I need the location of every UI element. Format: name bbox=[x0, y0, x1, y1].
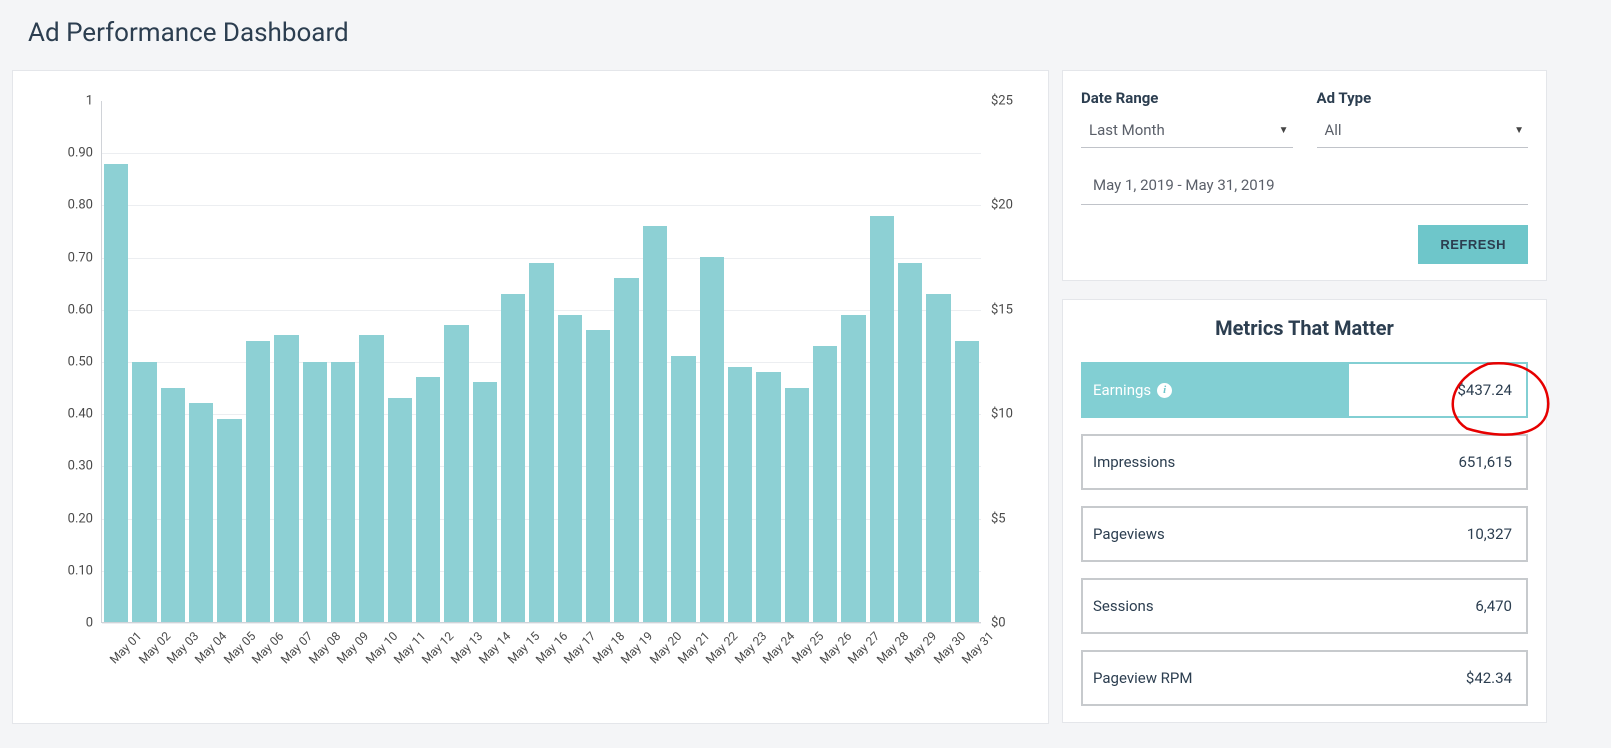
chart-bar[interactable] bbox=[841, 315, 865, 622]
chart-bar[interactable] bbox=[728, 367, 752, 622]
chart-bar[interactable] bbox=[558, 315, 582, 622]
metric-label: Sessions bbox=[1093, 597, 1154, 615]
chart-bar[interactable] bbox=[671, 356, 695, 622]
metric-value: 651,615 bbox=[1458, 453, 1512, 471]
chevron-down-icon: ▼ bbox=[1514, 125, 1524, 136]
info-icon[interactable]: i bbox=[1157, 383, 1172, 398]
y-left-tick: 0.60 bbox=[43, 302, 93, 317]
y-right-tick: $10 bbox=[991, 407, 1031, 422]
chart-x-axis: May 01May 02May 03May 04May 05May 06May … bbox=[101, 629, 981, 709]
chart-bar[interactable] bbox=[161, 388, 185, 622]
metrics-title: Metrics That Matter bbox=[1081, 316, 1528, 340]
chart-bar[interactable] bbox=[586, 330, 610, 622]
chart-card: May 01May 02May 03May 04May 05May 06May … bbox=[12, 70, 1049, 724]
metric-value: $42.34 bbox=[1466, 669, 1512, 687]
metric-value: $437.24 bbox=[1457, 381, 1512, 399]
date-range-input[interactable]: May 1, 2019 - May 31, 2019 bbox=[1081, 168, 1528, 205]
chart-bar[interactable] bbox=[359, 335, 383, 622]
chart-bar[interactable] bbox=[643, 226, 667, 622]
date-range-label: Date Range bbox=[1081, 89, 1293, 107]
ad-type-label: Ad Type bbox=[1317, 89, 1529, 107]
chart-bar[interactable] bbox=[274, 335, 298, 622]
y-left-tick: 0.10 bbox=[43, 563, 93, 578]
date-range-select[interactable]: Last Month ▼ bbox=[1081, 115, 1293, 148]
chart-bar[interactable] bbox=[898, 263, 922, 622]
y-left-tick: 0.30 bbox=[43, 459, 93, 474]
chart-bar[interactable] bbox=[388, 398, 412, 622]
chart-bar[interactable] bbox=[756, 372, 780, 622]
y-right-tick: $15 bbox=[991, 302, 1031, 317]
date-range-select-value: Last Month bbox=[1089, 121, 1165, 139]
chart-bar[interactable] bbox=[104, 164, 128, 622]
chart-bar[interactable] bbox=[700, 257, 724, 622]
y-left-tick: 0.70 bbox=[43, 250, 93, 265]
y-right-tick: $0 bbox=[991, 616, 1031, 631]
metric-label: Impressions bbox=[1093, 453, 1175, 471]
ad-type-select-value: All bbox=[1325, 121, 1342, 139]
chart-bar[interactable] bbox=[926, 294, 950, 622]
chart-bar[interactable] bbox=[813, 346, 837, 622]
metric-label: Pageviews bbox=[1093, 525, 1165, 543]
chart-plot-area bbox=[101, 101, 981, 623]
chart-bar[interactable] bbox=[473, 382, 497, 622]
metric-label: Pageview RPM bbox=[1093, 669, 1193, 687]
chart-bars bbox=[102, 101, 981, 622]
y-right-tick: $5 bbox=[991, 511, 1031, 526]
y-right-tick: $25 bbox=[991, 94, 1031, 109]
metric-value: 10,327 bbox=[1467, 525, 1512, 543]
chart-bar[interactable] bbox=[955, 341, 979, 622]
metric-label: Earnings bbox=[1093, 381, 1151, 399]
y-left-tick: 0.90 bbox=[43, 146, 93, 161]
metric-row-sessions[interactable]: Sessions 6,470 bbox=[1081, 578, 1528, 634]
metric-row-pageviews[interactable]: Pageviews 10,327 bbox=[1081, 506, 1528, 562]
chart-bar[interactable] bbox=[529, 263, 553, 622]
chart-bar[interactable] bbox=[870, 216, 894, 622]
y-left-tick: 0.80 bbox=[43, 198, 93, 213]
chart-bar[interactable] bbox=[132, 362, 156, 623]
metrics-card: Metrics That Matter Earnings i $437.24 Impr… bbox=[1062, 299, 1547, 723]
y-right-tick: $20 bbox=[991, 198, 1031, 213]
chart-bar[interactable] bbox=[444, 325, 468, 622]
date-range-text: May 1, 2019 - May 31, 2019 bbox=[1093, 176, 1275, 194]
chart-bar[interactable] bbox=[614, 278, 638, 622]
chart-bar[interactable] bbox=[501, 294, 525, 622]
chart-bar[interactable] bbox=[189, 403, 213, 622]
chart-bar[interactable] bbox=[331, 362, 355, 623]
page-title: Ad Performance Dashboard bbox=[28, 18, 349, 48]
x-tick-label: May 31 bbox=[959, 629, 997, 667]
metric-value: 6,470 bbox=[1475, 597, 1512, 615]
chart-bar[interactable] bbox=[785, 388, 809, 622]
filters-card: Date Range Last Month ▼ Ad Type All ▼ Ma… bbox=[1062, 70, 1547, 281]
chart-bar[interactable] bbox=[246, 341, 270, 622]
y-left-tick: 0.40 bbox=[43, 407, 93, 422]
chart-bar[interactable] bbox=[217, 419, 241, 622]
chart-bar[interactable] bbox=[416, 377, 440, 622]
chart-bar[interactable] bbox=[303, 362, 327, 623]
y-left-tick: 0 bbox=[43, 616, 93, 631]
y-left-tick: 0.20 bbox=[43, 511, 93, 526]
chevron-down-icon: ▼ bbox=[1279, 125, 1289, 136]
refresh-button[interactable]: REFRESH bbox=[1418, 225, 1528, 264]
metric-row-impressions[interactable]: Impressions 651,615 bbox=[1081, 434, 1528, 490]
metric-row-earnings[interactable]: Earnings i $437.24 bbox=[1081, 362, 1528, 418]
metric-row-pageview-rpm[interactable]: Pageview RPM $42.34 bbox=[1081, 650, 1528, 706]
y-left-tick: 1 bbox=[43, 94, 93, 109]
y-left-tick: 0.50 bbox=[43, 355, 93, 370]
ad-type-select[interactable]: All ▼ bbox=[1317, 115, 1529, 148]
